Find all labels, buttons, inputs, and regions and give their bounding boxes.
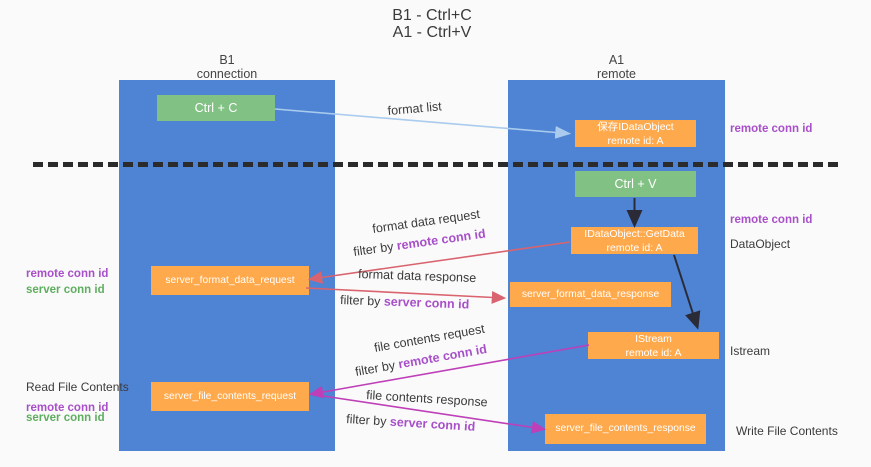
svg-text:file contents response: file contents response bbox=[366, 388, 488, 409]
svg-text:format data response: format data response bbox=[358, 267, 477, 285]
svg-text:format list: format list bbox=[387, 99, 443, 118]
